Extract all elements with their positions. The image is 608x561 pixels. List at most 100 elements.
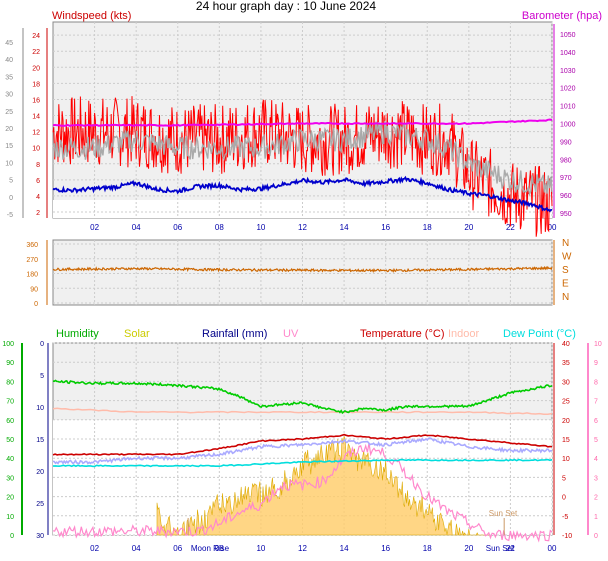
compass-label: E: [562, 279, 569, 290]
legend-entry: Dew Point (°C): [503, 328, 576, 340]
solar-series: [156, 436, 490, 536]
humidity-tick-label: 0: [10, 533, 14, 540]
wind-outer-tick-label: 15: [5, 143, 13, 150]
wind-tick-label: 24: [32, 33, 40, 40]
rain-tick-label: 25: [36, 501, 44, 508]
wind-tick-label: 12: [32, 130, 40, 137]
rain-tick-label: 30: [36, 533, 44, 540]
wind-tick-label: 16: [32, 97, 40, 104]
moon-rise-label: Moon Rise: [191, 544, 230, 553]
wind-x-tick-label: 06: [173, 223, 182, 232]
wind-outer-tick-label: 45: [5, 40, 13, 47]
wind-tick-label: 4: [36, 194, 40, 201]
humidity-tick-label: 50: [6, 437, 14, 444]
uv-tick-label: 5: [594, 437, 598, 444]
baro-tick-label: 1020: [560, 86, 576, 93]
baro-tick-label: 1030: [560, 68, 576, 75]
wind-x-tick-label: 20: [464, 223, 473, 232]
uv-series: [52, 442, 553, 543]
wind-x-tick-label: 18: [423, 223, 432, 232]
humidity-tick-label: 40: [6, 456, 14, 463]
wind-direction-series: [52, 265, 553, 273]
uv-tick-label: 0: [594, 533, 598, 540]
compass-label: N: [562, 238, 569, 249]
legend-entry: Temperature (°C): [360, 328, 444, 340]
temp-x-tick-label: 22: [506, 544, 515, 553]
baro-tick-label: 990: [560, 139, 572, 146]
humidity-tick-label: 60: [6, 418, 14, 425]
temp-x-tick-label: 20: [464, 544, 473, 553]
direction-tick-label: 90: [30, 286, 38, 293]
temperature-series: [52, 433, 552, 456]
wind-x-tick-label: 00: [548, 223, 557, 232]
wind-tick-label: 8: [36, 162, 40, 169]
wind-x-tick-label: 14: [340, 223, 349, 232]
baro-tick-label: 970: [560, 175, 572, 182]
dew-point-series: [52, 458, 553, 468]
baro-axis-label: Barometer (hpa): [522, 10, 602, 22]
uv-tick-label: 6: [594, 418, 598, 425]
wind-tick-label: 22: [32, 49, 40, 56]
baro-tick-label: 1050: [560, 32, 576, 39]
wind-x-tick-label: 12: [298, 223, 307, 232]
rain-tick-label: 20: [36, 469, 44, 476]
barometer-series: [52, 118, 553, 127]
wind-tick-label: 10: [32, 146, 40, 153]
temp-tick-label: 35: [562, 360, 570, 367]
legend-entry: Rainfall (mm): [202, 328, 267, 340]
wind-x-tick-label: 08: [215, 223, 224, 232]
wind-outer-tick-label: 10: [5, 160, 13, 167]
baro-tick-label: 950: [560, 211, 572, 218]
direction-tick-label: 360: [26, 242, 38, 249]
temp-x-tick-label: 16: [381, 544, 390, 553]
humidity-tick-label: 10: [6, 514, 14, 521]
temp-tick-label: -5: [562, 514, 568, 521]
wind-x-tick-label: 16: [381, 223, 390, 232]
humidity-tick-label: 80: [6, 379, 14, 386]
wind-outer-tick-label: -5: [7, 212, 13, 219]
temp-tick-label: 30: [562, 379, 570, 386]
humidity-tick-label: 30: [6, 475, 14, 482]
temp-x-tick-label: 02: [90, 544, 99, 553]
temp-x-tick-label: 00: [548, 544, 557, 553]
baro-tick-label: 980: [560, 157, 572, 164]
wind-outer-tick-label: 40: [5, 57, 13, 64]
rain-tick-label: 10: [36, 405, 44, 412]
wind-tick-label: 6: [36, 178, 40, 185]
baro-tick-label: 1040: [560, 50, 576, 57]
uv-tick-label: 9: [594, 360, 598, 367]
wind-tick-label: 18: [32, 81, 40, 88]
uv-tick-label: 4: [594, 456, 598, 463]
humidity-tick-label: 100: [2, 341, 14, 348]
indoor-series: [52, 407, 553, 416]
direction-tick-label: 270: [26, 257, 38, 264]
uv-tick-label: 8: [594, 379, 598, 386]
temp-x-tick-label: 04: [132, 544, 141, 553]
wind-outer-tick-label: 30: [5, 92, 13, 99]
wind-tick-label: 2: [36, 210, 40, 217]
uv-tick-label: 3: [594, 475, 598, 482]
rain-tick-label: 5: [40, 373, 44, 380]
humidity-tick-label: 90: [6, 360, 14, 367]
wind-low-series: [52, 175, 553, 213]
temp-x-tick-label: 10: [256, 544, 265, 553]
humidity-tick-label: 70: [6, 399, 14, 406]
wind-outer-tick-label: 5: [9, 178, 13, 185]
temp-tick-label: 20: [562, 418, 570, 425]
temp-tick-label: 5: [562, 475, 566, 482]
temp-tick-label: -10: [562, 533, 572, 540]
baro-tick-label: 1010: [560, 104, 576, 111]
legend-entry: Solar: [124, 328, 150, 340]
wind-x-tick-label: 04: [132, 223, 141, 232]
uv-tick-label: 10: [594, 341, 602, 348]
avg-wind-series: [52, 121, 553, 197]
legend-entry: Humidity: [56, 328, 99, 340]
wind-tick-label: 20: [32, 65, 40, 72]
temp-x-tick-label: 18: [423, 544, 432, 553]
baro-tick-label: 1000: [560, 122, 576, 129]
humidity-tick-label: 20: [6, 495, 14, 502]
direction-tick-label: 0: [34, 301, 38, 308]
temp-tick-label: 15: [562, 437, 570, 444]
wind-outer-tick-label: 35: [5, 74, 13, 81]
